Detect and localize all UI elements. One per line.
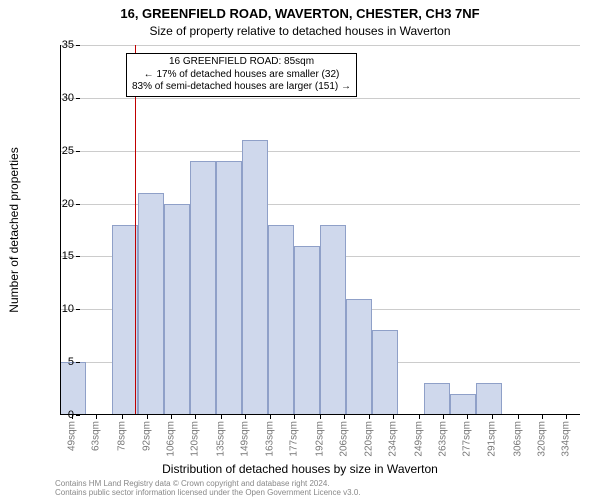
annotation-line-2: ← 17% of detached houses are smaller (32… — [132, 69, 351, 82]
x-tick-mark — [96, 415, 97, 419]
x-tick-label: 106sqm — [165, 421, 176, 457]
x-tick-label: 277sqm — [462, 421, 473, 457]
gridline — [60, 45, 580, 46]
histogram-bar — [268, 225, 294, 415]
x-tick-label: 320sqm — [536, 421, 547, 457]
x-tick-label: 177sqm — [289, 421, 300, 457]
plot-area: 16 GREENFIELD ROAD: 85sqm ← 17% of detac… — [60, 45, 580, 415]
x-tick-mark — [443, 415, 444, 419]
histogram-bar — [450, 394, 476, 415]
y-axis-label: Number of detached properties — [7, 147, 21, 312]
x-tick-label: 149sqm — [240, 421, 251, 457]
gridline — [60, 98, 580, 99]
x-tick-mark — [518, 415, 519, 419]
histogram-bar — [242, 140, 268, 415]
histogram-bar — [424, 383, 450, 415]
histogram-bar — [294, 246, 320, 415]
x-tick-mark — [195, 415, 196, 419]
x-tick-mark — [492, 415, 493, 419]
annotation-line-3: 83% of semi-detached houses are larger (… — [132, 81, 351, 94]
x-tick-label: 49sqm — [67, 421, 78, 451]
x-tick-label: 306sqm — [512, 421, 523, 457]
histogram-bar — [138, 193, 164, 415]
footer-line-2: Contains public sector information licen… — [55, 489, 361, 498]
y-tick-label: 5 — [68, 356, 74, 368]
x-tick-label: 206sqm — [339, 421, 350, 457]
histogram-bar — [476, 383, 502, 415]
gridline — [60, 151, 580, 152]
x-tick-label: 163sqm — [264, 421, 275, 457]
x-tick-mark — [147, 415, 148, 419]
x-tick-mark — [344, 415, 345, 419]
x-tick-label: 120sqm — [190, 421, 201, 457]
y-tick-label: 30 — [62, 92, 74, 104]
x-tick-mark — [320, 415, 321, 419]
chart-container: 16, GREENFIELD ROAD, WAVERTON, CHESTER, … — [0, 0, 600, 500]
property-annotation-box: 16 GREENFIELD ROAD: 85sqm ← 17% of detac… — [126, 53, 357, 97]
histogram-bar — [60, 362, 86, 415]
x-tick-mark — [122, 415, 123, 419]
x-tick-label: 92sqm — [141, 421, 152, 451]
histogram-bar — [346, 299, 372, 415]
property-marker-line — [135, 45, 136, 415]
x-tick-label: 78sqm — [117, 421, 128, 451]
x-tick-mark — [221, 415, 222, 419]
y-tick-label: 15 — [62, 250, 74, 262]
x-tick-mark — [270, 415, 271, 419]
x-tick-mark — [542, 415, 543, 419]
x-tick-label: 192sqm — [315, 421, 326, 457]
x-tick-label: 291sqm — [486, 421, 497, 457]
y-tick-label: 35 — [62, 39, 74, 51]
histogram-bar — [216, 161, 242, 415]
y-tick-label: 25 — [62, 145, 74, 157]
histogram-bar — [190, 161, 216, 415]
x-tick-label: 234sqm — [387, 421, 398, 457]
annotation-line-1: 16 GREENFIELD ROAD: 85sqm — [132, 56, 351, 69]
y-tick-label: 10 — [62, 303, 74, 315]
x-tick-label: 220sqm — [363, 421, 374, 457]
x-tick-label: 135sqm — [216, 421, 227, 457]
x-tick-mark — [393, 415, 394, 419]
y-tick-label: 20 — [62, 198, 74, 210]
histogram-bar — [372, 330, 398, 415]
x-tick-label: 334sqm — [561, 421, 572, 457]
histogram-bar — [164, 204, 190, 415]
chart-title-address: 16, GREENFIELD ROAD, WAVERTON, CHESTER, … — [0, 6, 600, 21]
x-tick-mark — [72, 415, 73, 419]
footer-attribution: Contains HM Land Registry data © Crown c… — [55, 480, 361, 498]
histogram-bar — [320, 225, 346, 415]
x-tick-mark — [566, 415, 567, 419]
x-tick-label: 249sqm — [413, 421, 424, 457]
x-axis-label: Distribution of detached houses by size … — [0, 462, 600, 476]
x-tick-mark — [171, 415, 172, 419]
x-tick-label: 263sqm — [438, 421, 449, 457]
chart-subtitle: Size of property relative to detached ho… — [0, 24, 600, 38]
x-tick-mark — [419, 415, 420, 419]
x-tick-mark — [294, 415, 295, 419]
x-tick-mark — [369, 415, 370, 419]
x-tick-mark — [245, 415, 246, 419]
x-tick-mark — [467, 415, 468, 419]
x-tick-label: 63sqm — [91, 421, 102, 451]
